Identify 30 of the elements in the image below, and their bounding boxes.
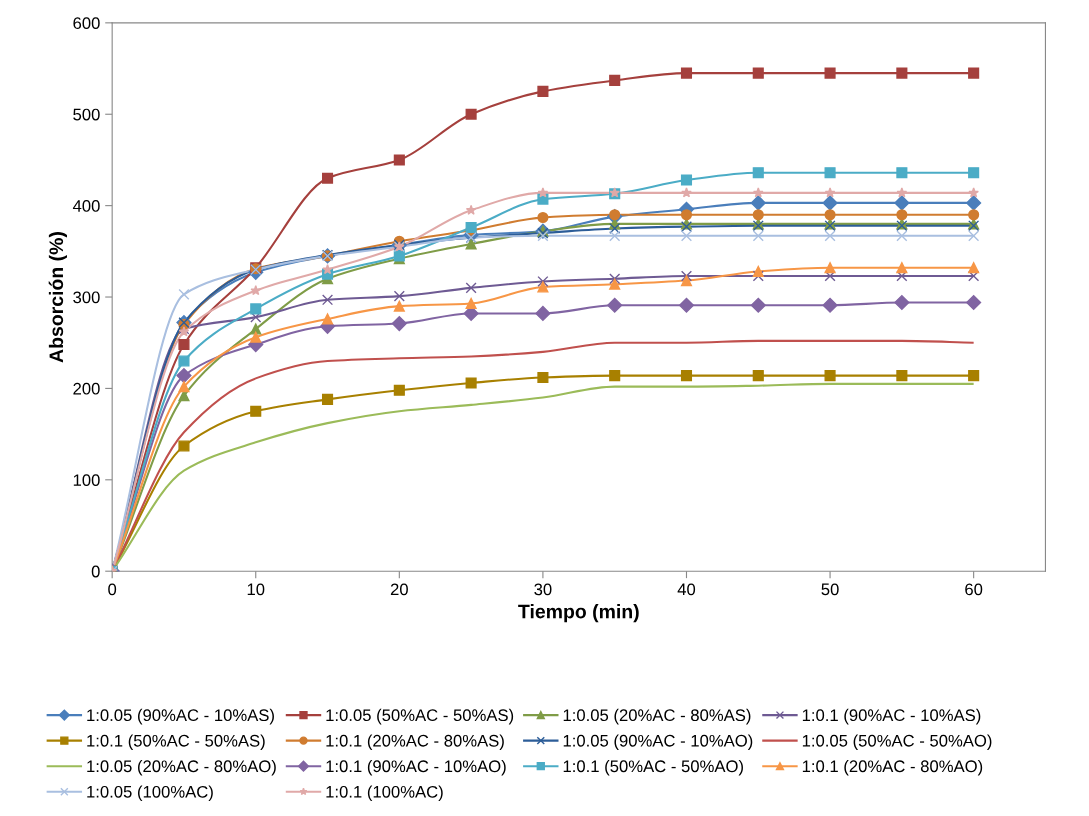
y-tick-label: 600: [73, 17, 100, 30]
legend-label: 1:0.1 (90%AC - 10%AO): [326, 759, 506, 776]
legend-label: 1:0.05 (90%AC - 10%AS): [87, 708, 274, 725]
legend-label: 1:0.1 (100%AC): [326, 785, 443, 801]
x-tick-label: 50: [821, 583, 839, 596]
legend-label: 1:0.05 (90%AC - 10%AO): [563, 734, 753, 750]
legend-label: 1:0.05 (50%AC - 50%AO): [802, 734, 992, 750]
y-tick-label: 0: [91, 565, 100, 578]
legend-label: 1:0.05 (20%AC - 80%AS): [563, 708, 751, 725]
legend-label: 1:0.05 (20%AC - 80%AO): [87, 759, 276, 776]
y-tick-label: 300: [73, 291, 100, 304]
x-tick-label: 40: [677, 583, 696, 596]
x-axis-title: Tiempo (min): [518, 604, 639, 623]
x-tick-label: 20: [390, 583, 408, 596]
legend-label: 1:0.1 (20%AC - 80%AS): [326, 734, 504, 750]
y-tick-label: 200: [73, 382, 100, 395]
y-tick-label: 400: [72, 200, 100, 212]
legend-label: 1:0.05 (100%AC): [87, 785, 213, 801]
x-tick-label: 10: [247, 583, 265, 596]
x-tick-label: 60: [965, 583, 983, 596]
x-tick-label: 30: [534, 583, 552, 596]
y-axis-title: Absorción (%): [48, 232, 67, 363]
legend-label: 1:0.1 (50%AC - 50%AO): [563, 759, 743, 776]
y-tick-label: 500: [73, 108, 100, 121]
legend-label: 1:0.05 (50%AC - 50%AS): [326, 708, 514, 725]
x-tick-label: 0: [108, 583, 117, 596]
y-tick-label: 100: [73, 474, 100, 487]
legend-label: 1:0.1 (90%AC - 10%AS): [802, 708, 981, 725]
legend-label: 1:0.1 (20%AC - 80%AO): [802, 759, 983, 776]
legend-label: 1:0.1 (50%AC - 50%AS): [87, 734, 265, 750]
